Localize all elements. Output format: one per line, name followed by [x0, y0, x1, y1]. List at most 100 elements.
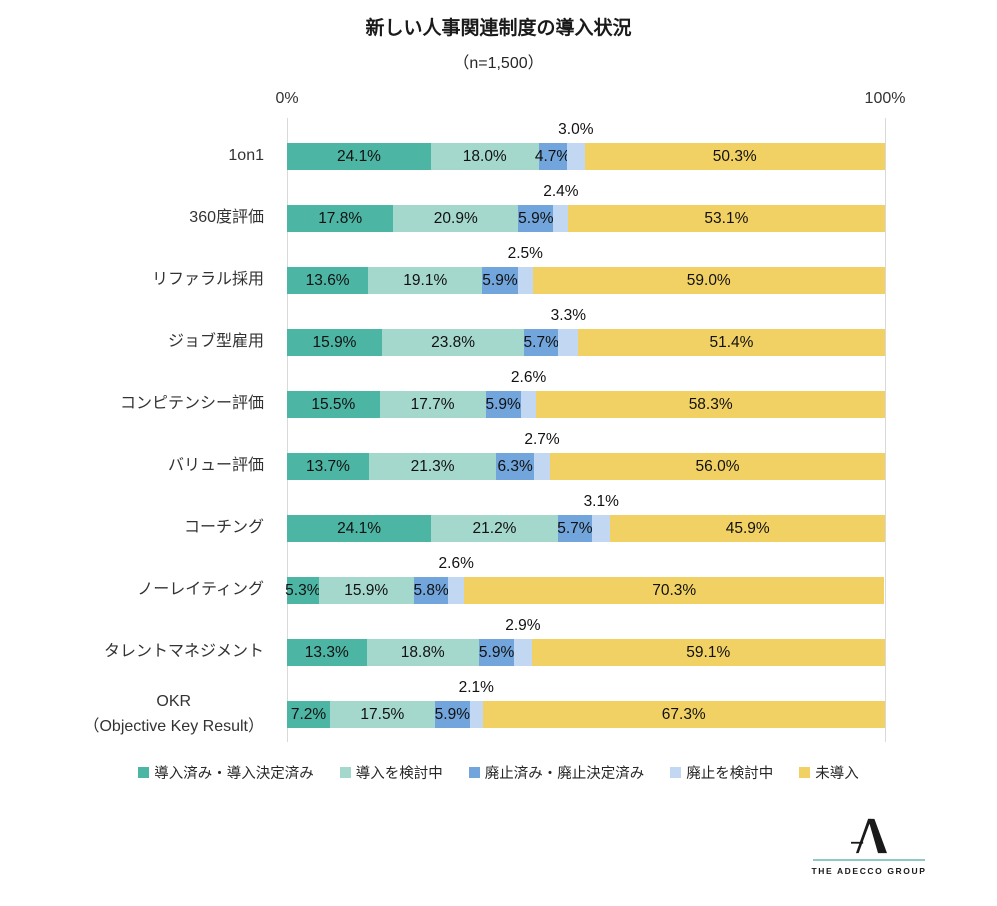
- segment-value-label: 5.9%: [478, 643, 515, 661]
- legend-swatch-icon: [138, 767, 150, 778]
- x-axis-max-label: 100%: [864, 90, 906, 107]
- segment-abolished: 4.7%: [535, 143, 570, 170]
- segment-considering-adoption: 18.8%: [366, 639, 479, 666]
- segment-not-adopted: 67.3%: [482, 701, 885, 728]
- segment-abolished: 6.3%: [496, 453, 534, 480]
- segment-value-label: 13.3%: [304, 643, 349, 661]
- segment-not-adopted: 70.3%: [463, 577, 885, 604]
- segment-considering-adoption: 18.0%: [430, 143, 539, 170]
- segment-adopted: 5.3%: [285, 577, 321, 604]
- stacked-bar: 15.9% 23.8% 5.7% 51.4%: [287, 329, 885, 356]
- category-label-text: 1on1: [228, 147, 264, 165]
- legend-label: 廃止済み・廃止決定済み: [484, 766, 645, 782]
- legend-item-not-adopted: 未導入: [799, 762, 859, 783]
- segment-considering-abolition: [533, 453, 551, 480]
- segment-adopted: 7.2%: [287, 701, 331, 728]
- gridline-100-percent: [885, 118, 886, 742]
- category-label-text: OKR （Objective Key Result）: [83, 692, 264, 735]
- chart-row: コーチング 3.1% 24.1% 21.2% 5.7% 45.9%: [0, 492, 997, 554]
- callout-value-label: 3.3%: [550, 307, 587, 324]
- legend-label: 未導入: [815, 766, 859, 782]
- segment-value-label: 13.6%: [305, 271, 350, 289]
- segment-value-label: 15.5%: [311, 395, 356, 413]
- segment-considering-abolition: [517, 267, 533, 294]
- segment-not-adopted: 51.4%: [577, 329, 885, 356]
- category-label-text: バリュー評価: [167, 457, 264, 475]
- segment-value-label: 17.8%: [318, 209, 363, 227]
- segment-considering-abolition: [566, 143, 585, 170]
- segment-adopted: 17.8%: [287, 205, 394, 232]
- segment-value-label: 51.4%: [709, 333, 754, 351]
- category-label-text: コーチング: [183, 519, 264, 537]
- segment-not-adopted: 59.0%: [532, 267, 885, 294]
- category-label: 1on1: [0, 143, 274, 170]
- legend-label: 導入済み・導入決定済み: [154, 766, 314, 782]
- category-label: リファラル採用: [0, 267, 274, 294]
- segment-not-adopted: 56.0%: [550, 453, 885, 480]
- segment-abolished: 5.9%: [518, 205, 553, 232]
- segment-value-label: 20.9%: [433, 209, 478, 227]
- segment-value-label: 5.9%: [482, 271, 518, 289]
- segment-value-label: 15.9%: [312, 333, 357, 351]
- segment-value-label: 5.7%: [523, 333, 559, 351]
- segment-value-label: 5.9%: [434, 705, 470, 723]
- segment-considering-adoption: 15.9%: [318, 577, 414, 604]
- adecco-logo: THE ADECCO GROUP: [812, 817, 925, 876]
- plot-area: 1on1 3.0% 24.1% 18.0% 4.7% 50.3% 360度評価 2.4% 17.…: [0, 120, 997, 742]
- segment-adopted: 24.1%: [287, 515, 432, 542]
- segment-not-adopted: 58.3%: [536, 391, 885, 418]
- segment-value-label: 21.3%: [410, 457, 455, 475]
- adecco-a-icon: [851, 818, 887, 854]
- stacked-bar: 13.6% 19.1% 5.9% 59.0%: [287, 267, 885, 294]
- segment-considering-abolition: [558, 329, 578, 356]
- legend: 導入済み・導入決定済み 導入を検討中 廃止済み・廃止決定済み 廃止を検討中 未導入: [0, 762, 997, 783]
- legend-swatch-icon: [339, 767, 351, 778]
- segment-considering-abolition: [514, 639, 532, 666]
- category-label-text: リファラル採用: [151, 271, 264, 289]
- callout-value-label: 2.1%: [458, 679, 494, 696]
- chart-subtitle: （n=1,500）: [453, 55, 544, 72]
- segment-value-label: 5.3%: [285, 581, 321, 599]
- segment-abolished: 5.9%: [479, 639, 514, 666]
- segment-value-label: 5.9%: [485, 395, 521, 413]
- stacked-bar: 13.3% 18.8% 5.9% 59.1%: [287, 639, 885, 666]
- segment-considering-abolition: [520, 391, 537, 418]
- category-label: ノーレイティング: [0, 577, 274, 604]
- category-label: 360度評価: [0, 205, 274, 232]
- category-label: OKR （Objective Key Result）: [0, 693, 274, 735]
- category-label-text: タレントマネジメント: [103, 643, 264, 661]
- segment-value-label: 13.7%: [305, 457, 350, 475]
- callout-value-label: 3.1%: [583, 493, 619, 510]
- chart-row: OKR （Objective Key Result） 2.1% 7.2% 17.5% 5…: [0, 678, 997, 740]
- legend-label: 導入を検討中: [355, 766, 443, 782]
- segment-value-label: 6.3%: [497, 457, 533, 475]
- legend-item-adopted: 導入済み・導入決定済み: [138, 762, 314, 783]
- segment-adopted: 13.7%: [287, 453, 369, 480]
- segment-considering-adoption: 17.7%: [379, 391, 486, 418]
- segment-value-label: 7.2%: [290, 705, 327, 723]
- segment-abolished: 5.9%: [486, 391, 521, 418]
- segment-adopted: 13.3%: [287, 639, 367, 666]
- segment-considering-adoption: 21.2%: [431, 515, 558, 542]
- stacked-bar: 15.5% 17.7% 5.9% 58.3%: [287, 391, 885, 418]
- stacked-bar: 24.1% 21.2% 5.7% 45.9%: [287, 515, 885, 542]
- segment-considering-adoption: 17.5%: [330, 701, 435, 728]
- x-axis-min-label: 0%: [275, 90, 299, 107]
- category-label: コンピテンシー評価: [0, 391, 274, 418]
- chart-row: バリュー評価 2.7% 13.7% 21.3% 6.3% 56.0%: [0, 430, 997, 492]
- legend-swatch-icon: [670, 767, 682, 778]
- stacked-bar: 5.3% 15.9% 5.8% 70.3%: [285, 577, 885, 604]
- callout-value-label: 2.4%: [543, 183, 579, 200]
- segment-adopted: 13.6%: [287, 267, 369, 294]
- segment-value-label: 18.8%: [400, 643, 445, 661]
- legend-swatch-icon: [799, 767, 811, 778]
- segment-adopted: 15.5%: [287, 391, 380, 418]
- segment-not-adopted: 59.1%: [531, 639, 885, 666]
- category-label: ジョブ型雇用: [0, 329, 274, 356]
- legend-item-considering-adoption: 導入を検討中: [339, 762, 443, 783]
- segment-value-label: 70.3%: [652, 581, 697, 599]
- stacked-bar: 24.1% 18.0% 4.7% 50.3%: [287, 143, 885, 170]
- segment-adopted: 15.9%: [287, 329, 382, 356]
- chart-row: ジョブ型雇用 3.3% 15.9% 23.8% 5.7% 51.4%: [0, 306, 997, 368]
